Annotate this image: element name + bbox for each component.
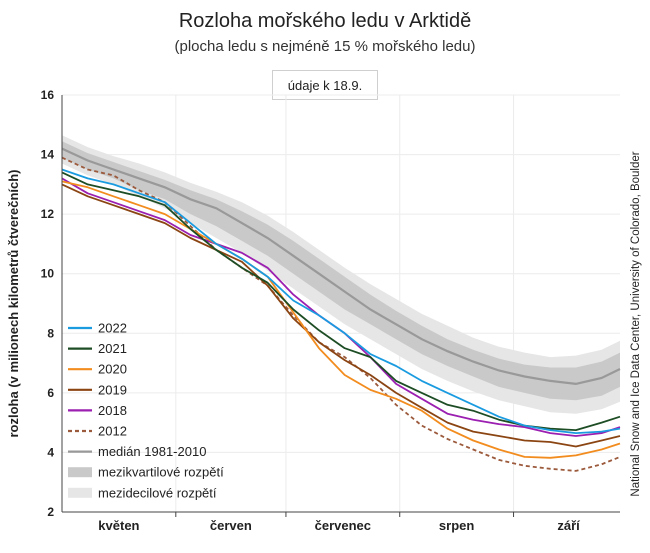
y-tick-label: 6 bbox=[47, 386, 54, 400]
y-axis-label: rozloha (v milionech kilometrů čtvereční… bbox=[6, 169, 21, 437]
y-tick-label: 14 bbox=[41, 148, 55, 162]
median-line bbox=[61, 147, 621, 386]
legend-label: medián 1981-2010 bbox=[98, 444, 206, 459]
legend-entry: 2018 bbox=[68, 403, 127, 418]
legend-swatch bbox=[68, 467, 92, 478]
x-month-label: květen bbox=[98, 518, 139, 533]
legend-entry: 2022 bbox=[68, 321, 127, 336]
legend-entry: 2012 bbox=[68, 424, 127, 439]
legend-entry: mezidecilové rozpětí bbox=[68, 485, 217, 500]
series-line-2012 bbox=[61, 156, 621, 472]
legend-label: 2018 bbox=[98, 403, 127, 418]
y-tick-label: 12 bbox=[41, 207, 55, 221]
y-tick-label: 8 bbox=[47, 326, 54, 340]
chart-subtitle: (plocha ledu s nejméně 15 % mořského led… bbox=[174, 38, 476, 55]
legend-label: 2021 bbox=[98, 341, 127, 356]
legend-swatch bbox=[68, 487, 92, 498]
y-tick-label: 4 bbox=[47, 445, 54, 459]
y-tick-label: 2 bbox=[47, 505, 54, 519]
series-line-2020 bbox=[61, 180, 621, 459]
series-line-2019 bbox=[61, 183, 621, 448]
x-month-label: červenec bbox=[315, 518, 371, 533]
legend-entry: 2021 bbox=[68, 341, 127, 356]
legend-entry: 2020 bbox=[68, 362, 127, 377]
legend-entry: mezikvartilové rozpětí bbox=[68, 465, 224, 480]
y-tick-label: 10 bbox=[41, 267, 55, 281]
legend-label: mezikvartilové rozpětí bbox=[98, 465, 224, 480]
x-month-label: červen bbox=[210, 518, 252, 533]
legend-label: 2019 bbox=[98, 382, 127, 397]
x-month-label: srpen bbox=[439, 518, 474, 533]
legend-label: 2022 bbox=[98, 321, 127, 336]
chart-title: Rozloha mořského ledu v Arktidě bbox=[178, 10, 472, 32]
legend-entry: 2019 bbox=[68, 382, 127, 397]
legend-label: 2012 bbox=[98, 424, 127, 439]
interquartile-band bbox=[62, 141, 620, 401]
legend-label: 2020 bbox=[98, 362, 127, 377]
series-line-2022 bbox=[61, 168, 621, 434]
y-tick-label: 16 bbox=[41, 88, 55, 102]
legend-entry: medián 1981-2010 bbox=[68, 444, 206, 459]
legend-label: mezidecilové rozpětí bbox=[98, 485, 217, 500]
x-month-label: září bbox=[557, 518, 580, 533]
